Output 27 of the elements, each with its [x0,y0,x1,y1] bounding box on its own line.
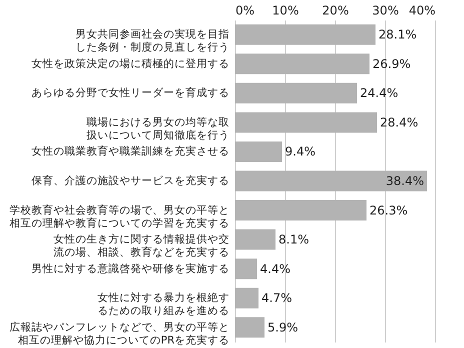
y-tick-label: 男性に対する意識啓発や研修を実施する [32,262,230,275]
y-tick-label: 女性の職業教育や職業訓練を充実させる [32,144,230,158]
x-tick-label: 40% [408,4,436,18]
y-tick-label: 女性を政策決定の場に積極的に登用する [32,56,230,70]
data-label: 28.4% [380,115,418,130]
data-label: 26.9% [372,56,411,71]
data-label: 5.9% [268,320,298,334]
data-label: 28.1% [378,28,417,42]
x-tick-label: 30% [372,4,399,18]
y-tick-label: 保育、介護の施設やサービスを充実する [32,174,230,187]
y-tick-label: 職場における男女の均等な取扱いについて周知徹底を行う [86,115,230,142]
x-tick-label: 0% [236,4,255,18]
y-tick-label: 学校教育や社会教育等の場で、男女の平等と相互の理解や教育についての学習を充実する [10,203,230,230]
data-label: 24.4% [360,86,398,100]
y-tick-label: 広報誌やパンフレットなどで、男女の平等と相互の理解や協力についてのPRを充実する [10,320,230,346]
y-tick-label: あらゆる分野で女性リーダーを育成する [32,86,230,100]
data-label: 26.3% [370,203,408,218]
y-tick-label: 女性の生き方に関する情報提供や交流の場、相談、教育などを充実する [54,232,230,259]
x-tick-label: 10% [272,4,299,18]
data-label: 8.1% [278,232,309,247]
y-tick-label: 女性に対する暴力を根絶するための取り組みを進める [98,291,230,318]
data-label: 4.7% [262,291,292,306]
y-tick-label: 男女共同参画社会の実現を目指した条例・制度の見直しを行う [76,28,230,54]
data-label: 9.4% [285,144,316,159]
data-label: 38.4% [386,174,424,188]
data-label: 4.4% [260,262,290,276]
x-tick-label: 20% [322,4,349,18]
